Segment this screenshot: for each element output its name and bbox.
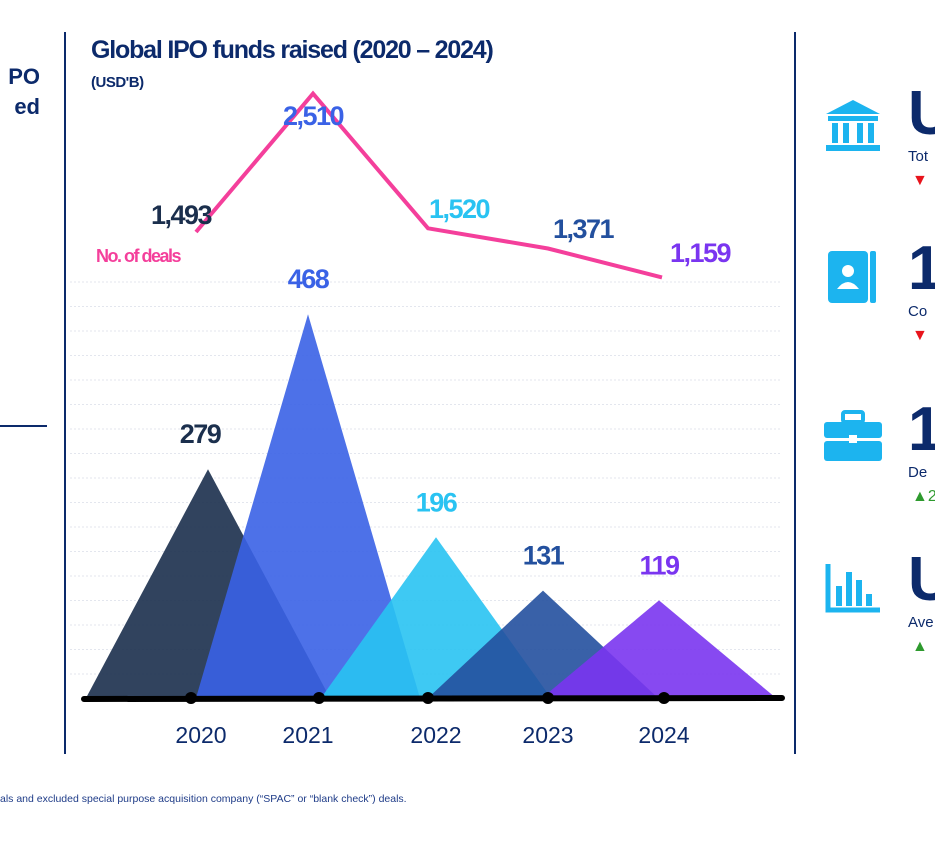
deals-label-2022: 1,520: [429, 194, 490, 224]
axis-dot-2023: [542, 692, 554, 704]
axis-dot-2022: [422, 692, 434, 704]
deals-label-2023: 1,371: [553, 214, 615, 244]
stat-total-change: ▼: [912, 172, 928, 190]
x-tick-2020: 2020: [175, 722, 226, 748]
axis-dot-2021: [313, 692, 325, 704]
stat-companies-value: 1,: [908, 234, 935, 303]
left-panel-line-1: PO: [8, 64, 40, 89]
deals-label-2021: 2,510: [283, 101, 344, 131]
stat-companies-change: ▼: [912, 327, 928, 345]
left-divider: [0, 425, 47, 427]
chart-subtitle: (USD'B): [91, 74, 144, 91]
deals-legend-label: No. of deals: [96, 246, 182, 266]
funds-label-2020: 279: [180, 419, 222, 449]
stat-average-change: ▲: [912, 638, 928, 656]
x-axis-ticks: 2020 2021 2022 2023 2024: [175, 722, 689, 748]
stat-average-value: U: [908, 545, 935, 614]
contact-card-icon: [828, 251, 876, 303]
stat-companies-label: Co: [908, 303, 928, 320]
up-arrow-icon: ▲: [912, 638, 928, 655]
funds-peak-2021: [196, 314, 420, 698]
funds-label-2022: 196: [416, 487, 458, 517]
chart-right-border: [794, 32, 796, 754]
bank-icon: [826, 100, 880, 151]
down-arrow-icon: ▼: [912, 327, 928, 344]
x-axis-baseline: [81, 692, 785, 704]
x-tick-2022: 2022: [410, 722, 461, 748]
x-tick-2023: 2023: [522, 722, 573, 748]
stat-deals-label: De: [908, 464, 928, 481]
deals-line-path: [194, 90, 663, 280]
bar-chart-icon: [825, 564, 880, 613]
down-arrow-icon: ▼: [912, 172, 928, 189]
funds-label-2023: 131: [523, 541, 565, 571]
left-panel-text: PO ed: [0, 62, 40, 122]
footnote: als and excluded special purpose acquisi…: [0, 793, 407, 805]
funds-label-2024: 119: [639, 550, 680, 580]
briefcase-icon: [824, 410, 882, 461]
funds-label-2021: 468: [288, 264, 330, 294]
stat-total-value: U: [908, 79, 935, 148]
x-tick-2021: 2021: [282, 722, 333, 748]
funds-peaks: [86, 314, 776, 698]
deals-label-2024: 1,159: [670, 238, 732, 268]
deals-line: [194, 90, 663, 280]
axis-dot-2020: [185, 692, 197, 704]
left-panel-line-2: ed: [14, 94, 40, 119]
stat-average-label: Ave: [908, 614, 934, 631]
up-arrow-icon: ▲: [912, 488, 928, 505]
x-tick-2024: 2024: [638, 722, 689, 748]
deals-label-2020: 1,493: [151, 200, 213, 230]
chart-left-border: [64, 32, 66, 754]
chart-title: Global IPO funds raised (2020 – 2024): [91, 36, 494, 64]
axis-dot-2024: [658, 692, 670, 704]
stat-deals-change-value: 2: [927, 488, 935, 505]
funds-peak-2024: [542, 600, 776, 698]
data-labels: 279 468 196 131 119 1,493 2,510 1,520 1,371 1,159…: [96, 101, 733, 580]
stat-deals-value: 1(: [908, 395, 935, 464]
stat-deals-change: ▲2: [912, 488, 935, 506]
stat-total-label: Tot: [908, 148, 929, 165]
